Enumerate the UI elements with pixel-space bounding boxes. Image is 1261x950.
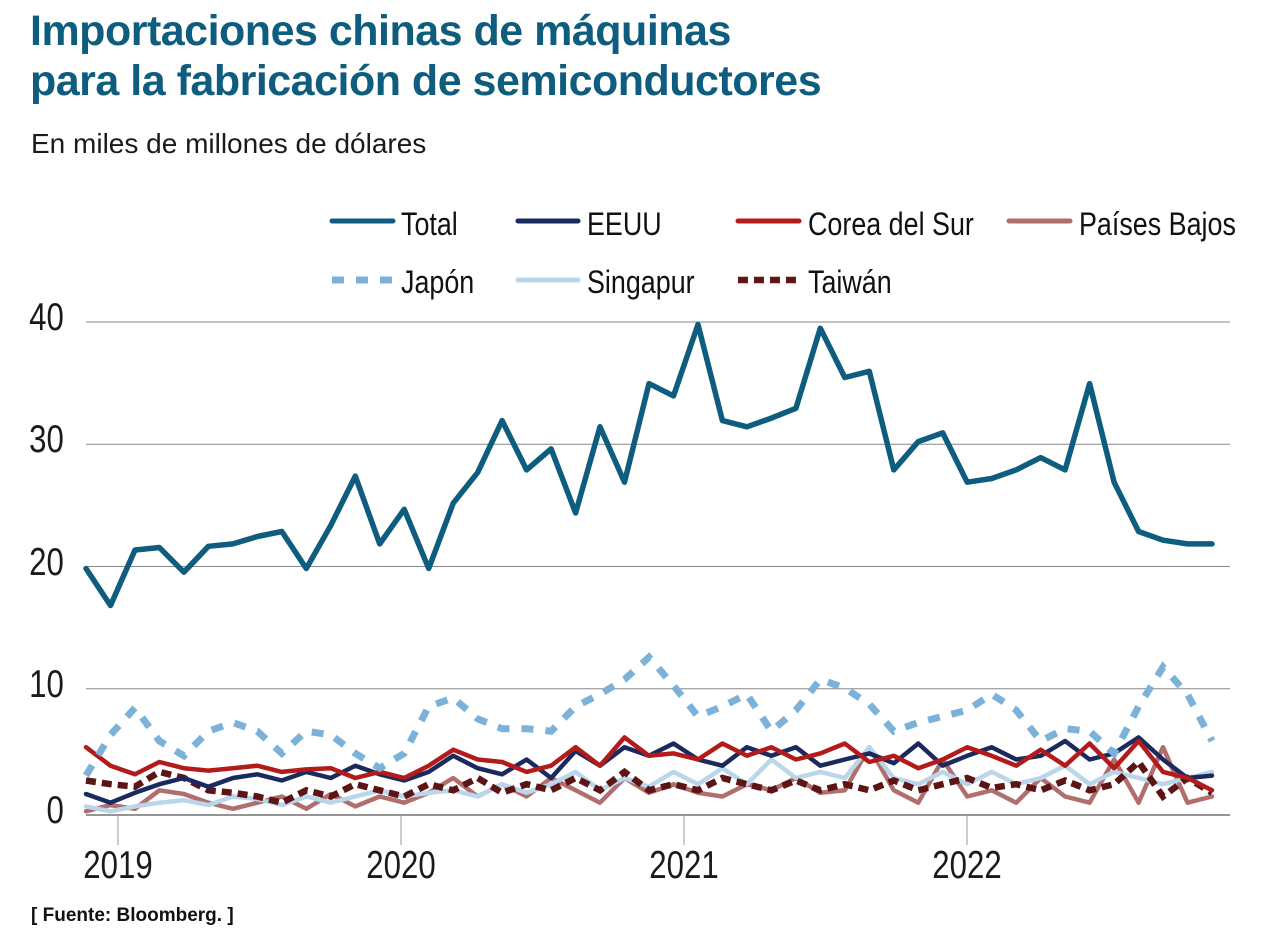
svg-text:0: 0 <box>46 789 63 832</box>
svg-text:2020: 2020 <box>366 844 435 887</box>
svg-text:10: 10 <box>29 663 64 706</box>
svg-text:2021: 2021 <box>649 844 718 887</box>
svg-text:2022: 2022 <box>932 844 1001 887</box>
svg-text:20: 20 <box>29 541 64 584</box>
svg-text:40: 40 <box>29 296 64 339</box>
svg-text:30: 30 <box>29 418 64 461</box>
svg-text:2019: 2019 <box>83 844 152 887</box>
